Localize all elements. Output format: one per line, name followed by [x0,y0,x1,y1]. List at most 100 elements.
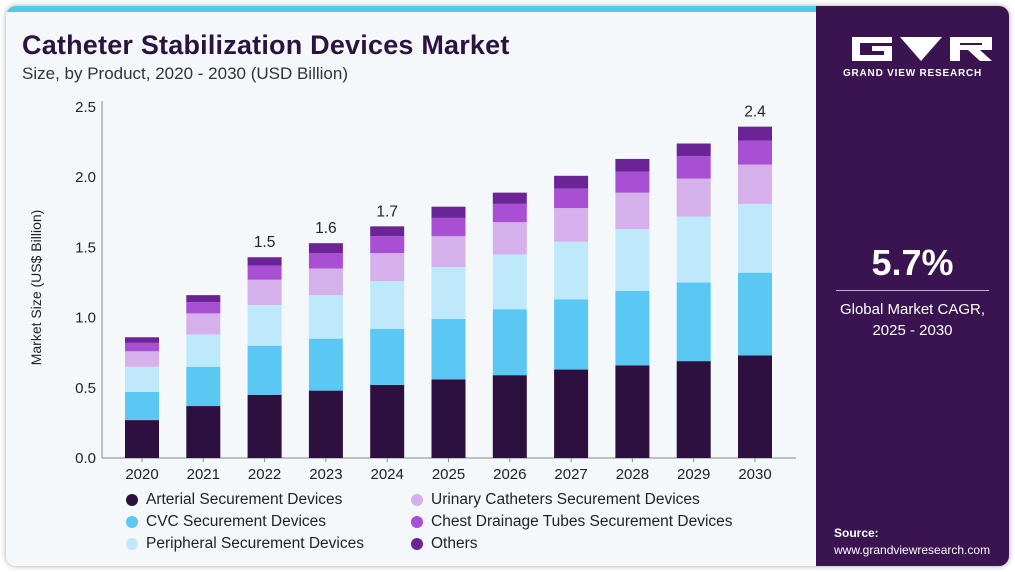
bar-segment-cvc-securement-devices [125,392,159,421]
legend-label: Others [431,535,478,552]
bar-segment-cvc-securement-devices [308,338,343,391]
bar-segment-chest-drainage-tubes-securement-devices [125,342,159,352]
data-label: 1.5 [254,234,276,251]
bar-segment-arterial-securement-devices [492,375,527,458]
y-tick-label: 2.0 [75,169,96,186]
x-tick-label: 2020 [125,466,158,483]
bar-segment-arterial-securement-devices [370,384,405,458]
bar-segment-arterial-securement-devices [247,394,282,458]
legend-item: Urinary Catheters Securement Devices [411,491,700,509]
y-tick-label: 2.5 [75,99,96,116]
legend-item: Others [411,535,478,553]
data-label: 1.7 [376,203,398,220]
data-label: 1.6 [315,220,337,237]
bar-segment-urinary-catheters-securement-devices [738,164,772,204]
bar-segment-cvc-securement-devices [615,290,650,366]
x-tick-label: 2026 [493,466,526,483]
source-url: www.grandviewresearch.com [834,543,991,557]
chart-panel: Catheter Stabilization Devices Market Si… [6,6,816,566]
legend-item: CVC Securement Devices [126,513,326,531]
bar-segment-urinary-catheters-securement-devices [492,222,527,255]
bar-segment-urinary-catheters-securement-devices [554,208,589,242]
x-tick-label: 2028 [616,466,649,483]
x-tick-label: 2025 [432,466,465,483]
bar-segment-chest-drainage-tubes-securement-devices [615,171,650,193]
bar-segment-arterial-securement-devices [615,365,650,458]
bar-segment-others [676,143,711,157]
bar-segment-arterial-securement-devices [738,355,772,458]
bar-segment-arterial-securement-devices [676,361,711,458]
bar-segment-peripheral-securement-devices [615,229,650,291]
source-label: Source: [834,526,879,540]
cagr-label-line2: 2025 - 2030 [872,322,953,339]
bar-segment-chest-drainage-tubes-securement-devices [676,156,711,179]
bar-segment-chest-drainage-tubes-securement-devices [370,236,405,254]
accent-bar [6,6,816,12]
y-tick-label: 0.0 [75,450,96,467]
legend-swatch [126,538,138,550]
legend-item: Chest Drainage Tubes Securement Devices [411,513,733,531]
bar-segment-others [554,175,589,189]
bar-segment-urinary-catheters-securement-devices [370,253,405,282]
bar-segment-cvc-securement-devices [492,309,527,376]
bar-segment-chest-drainage-tubes-securement-devices [431,217,466,237]
bar-segment-others [492,192,527,204]
legend-label: Urinary Catheters Securement Devices [431,491,700,508]
bar-segment-others [431,206,466,218]
x-tick-label: 2029 [677,466,710,483]
bar-segment-cvc-securement-devices [186,366,221,407]
bar-segment-others [615,158,650,172]
bar-segment-urinary-catheters-securement-devices [308,268,343,296]
y-tick-label: 0.5 [75,380,96,397]
bar-segment-urinary-catheters-securement-devices [676,178,711,217]
legend-label: Arterial Securement Devices [146,491,343,508]
data-label: 2.4 [744,104,766,121]
y-tick-label: 1.0 [75,310,96,327]
cagr-label: Global Market CAGR, 2025 - 2030 [816,299,1009,341]
bar-segment-cvc-securement-devices [738,272,772,356]
bar-segment-chest-drainage-tubes-securement-devices [247,265,282,280]
bar-segment-others [125,337,159,343]
bar-segment-urinary-catheters-securement-devices [247,279,282,305]
bar-segment-peripheral-securement-devices [370,281,405,329]
bar-segment-cvc-securement-devices [676,282,711,362]
bar-segment-chest-drainage-tubes-securement-devices [738,140,772,165]
bar-segment-peripheral-securement-devices [431,267,466,320]
bar-segment-peripheral-securement-devices [738,203,772,273]
cagr-divider [836,290,989,291]
bar-segment-arterial-securement-devices [431,379,466,458]
brand-name: GRAND VIEW RESEARCH [842,68,983,79]
bar-segment-urinary-catheters-securement-devices [431,236,466,268]
bar-segment-chest-drainage-tubes-securement-devices [186,302,221,314]
y-axis-title: Market Size (US$ Billion) [28,210,44,366]
x-tick-label: 2030 [738,466,771,483]
bar-segment-arterial-securement-devices [308,390,343,458]
bar-segment-urinary-catheters-securement-devices [186,313,221,335]
legend-label: Chest Drainage Tubes Securement Devices [431,513,733,530]
bar-segment-peripheral-securement-devices [247,304,282,346]
bar-segment-peripheral-securement-devices [676,216,711,283]
x-tick-label: 2024 [371,466,404,483]
cagr-label-line1: Global Market CAGR, [839,301,986,318]
bar-segment-others [186,295,221,303]
bar-segment-arterial-securement-devices [554,369,589,458]
stacked-bar-chart: Market Size (US$ Billion) 0.0 0.5 1.0 1.5 2.0… [28,99,796,483]
bar-segment-peripheral-securement-devices [554,241,589,300]
bar-segment-cvc-securement-devices [370,328,405,385]
bar-segment-urinary-catheters-securement-devices [615,192,650,230]
legend-swatch [126,494,138,506]
bar-segment-others [370,226,405,237]
bar-segment-chest-drainage-tubes-securement-devices [554,188,589,209]
gvr-logo-icon [852,37,992,61]
x-tick-label: 2023 [309,466,342,483]
bar-segment-peripheral-securement-devices [308,295,343,339]
bar-segment-others [247,257,282,266]
infographic-card: Catheter Stabilization Devices Market Si… [6,6,1009,566]
bar-segment-chest-drainage-tubes-securement-devices [308,253,343,269]
legend-swatch [411,516,423,528]
bar-segment-peripheral-securement-devices [125,366,159,393]
x-tick-label: 2022 [248,466,281,483]
bar-segment-urinary-catheters-securement-devices [125,351,159,367]
legend-swatch [126,516,138,528]
bar-segment-others [738,126,772,141]
